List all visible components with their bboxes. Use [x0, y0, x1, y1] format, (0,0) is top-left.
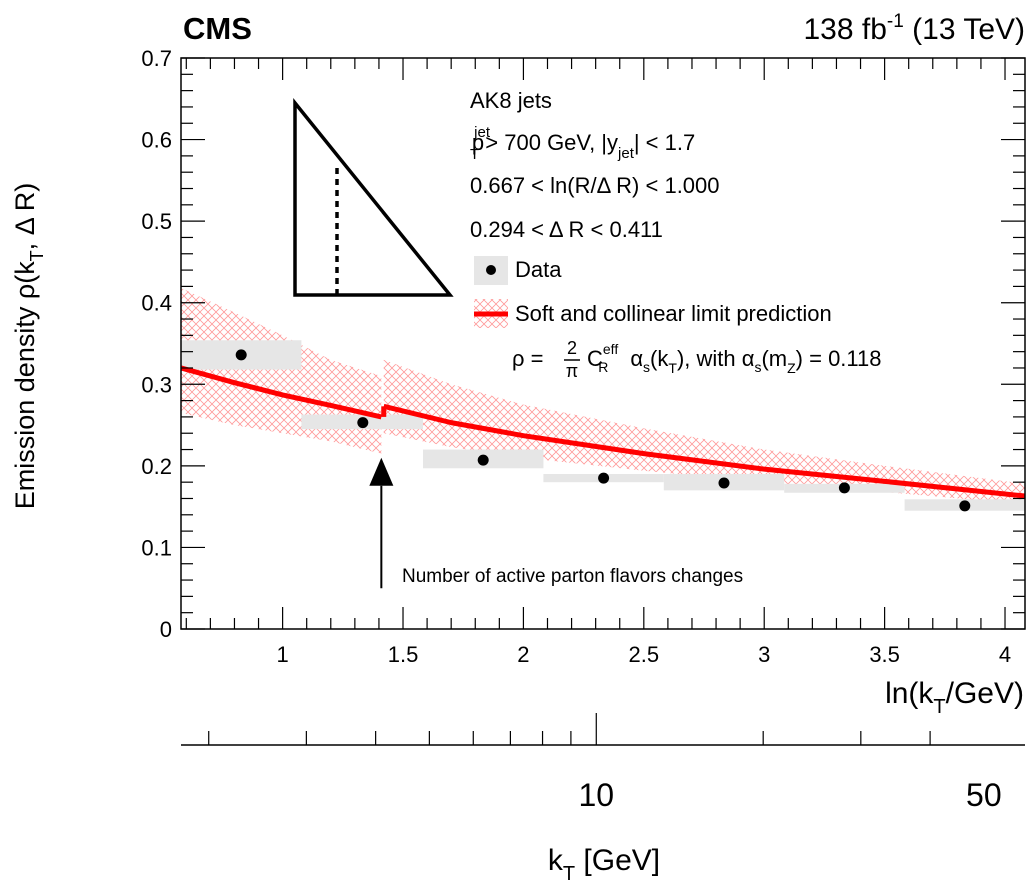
lund-plane-triangle-diagram: [293, 98, 454, 297]
secondary-tick-label: 10: [578, 777, 614, 813]
prediction-band-segment-0: [181, 288, 382, 454]
legend-prediction-label: Soft and collinear limit prediction: [515, 301, 832, 326]
secondary-axis-label: kT [GeV]: [548, 844, 660, 885]
legend-jets-label: AK8 jets: [470, 88, 552, 113]
x-tick-label: 3.5: [869, 642, 900, 667]
legend-dr-range: 0.294 < Δ R < 0.411: [470, 217, 663, 242]
legend: AK8 jets pjet T > 700 GeV, |yjet| < 1.7 0…: [470, 88, 882, 381]
y-axis-label: Emission density ρ(kT, Δ R): [10, 183, 47, 509]
data-point: [718, 477, 730, 489]
annotation-text: Number of active parton flavors changes: [402, 566, 743, 587]
legend-pt-cut: pjet T > 700 GeV, |yjet| < 1.7: [470, 124, 695, 163]
plot-frame: [180, 57, 1026, 630]
y-axis: 0 0.1 0.2 0.3 0.4 0.5 0.6 0.7: [141, 46, 1025, 642]
prediction-band-segment-1: [383, 359, 1025, 505]
data-point: [357, 417, 369, 429]
y-tick-label: 0.6: [141, 128, 172, 153]
prediction-bands: [181, 288, 1025, 505]
y-tick-label: 0.7: [141, 46, 172, 71]
secondary-kt-axis: 10 50: [181, 713, 1025, 813]
svg-text:π: π: [566, 361, 578, 381]
data-point: [838, 482, 850, 494]
y-tick-label: 0: [160, 617, 172, 642]
x-axis-label: ln(kT/GeV): [885, 677, 1024, 718]
prediction-curve-segment-1: [383, 403, 1026, 499]
x-tick-label: 1: [276, 642, 288, 667]
legend-data-label: Data: [515, 257, 562, 282]
experiment-label: CMS: [183, 11, 252, 46]
data-point: [235, 349, 247, 361]
y-tick-label: 0.2: [141, 454, 172, 479]
data-point: [598, 472, 610, 484]
svg-text:ρ =: ρ =: [512, 346, 543, 371]
x-tick-label: 1.5: [388, 642, 419, 667]
data-point: [477, 454, 489, 466]
x-tick-label: 2.5: [629, 642, 660, 667]
secondary-tick-label: 50: [966, 777, 1002, 813]
x-tick-label: 3: [758, 642, 770, 667]
prediction-curves: [180, 365, 1026, 499]
prediction-curve-segment-0: [180, 365, 382, 420]
svg-text:2: 2: [567, 338, 577, 358]
legend-data-marker: [486, 265, 496, 275]
y-tick-label: 0.3: [141, 372, 172, 397]
annotation-arrow-head: [369, 457, 394, 486]
data-points: [235, 349, 971, 512]
legend-ln-range: 0.667 < ln(R/Δ R) < 1.000: [470, 173, 720, 198]
y-tick-label: 0.5: [141, 209, 172, 234]
x-tick-label: 2: [517, 642, 529, 667]
x-tick-label: 4: [999, 642, 1011, 667]
y-tick-label: 0.1: [141, 535, 172, 560]
flavor-change-annotation: Number of active parton flavors changes: [369, 457, 743, 589]
y-tick-label: 0.4: [141, 291, 172, 316]
x-axis: 1 1.5 2 2.5 3 3.5 4: [185, 58, 1011, 667]
lumi-label: 138 fb-1 (13 TeV): [804, 11, 1026, 46]
data-point: [959, 500, 971, 512]
